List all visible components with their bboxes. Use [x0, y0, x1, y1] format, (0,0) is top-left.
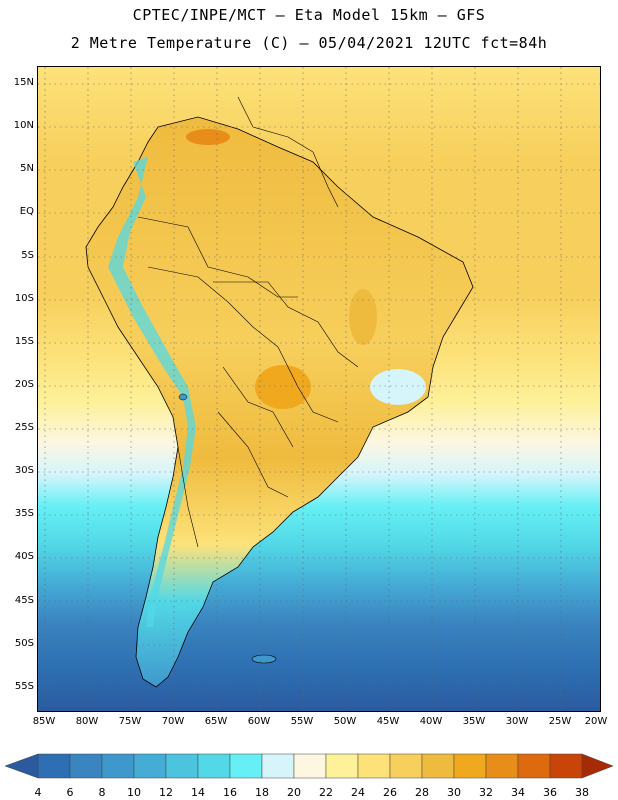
lon-label: 25W [548, 716, 572, 727]
lon-label: 20W [584, 716, 608, 727]
colorbar-label: 12 [159, 786, 173, 799]
temperature-colorbar [4, 753, 614, 779]
colorbar-cell [197, 753, 231, 779]
colorbar-cell [485, 753, 519, 779]
colorbar-cell [421, 753, 455, 779]
lon-label: 30W [505, 716, 529, 727]
colorbar-label: 36 [543, 786, 557, 799]
chart-title-line-1: CPTEC/INPE/MCT – Eta Model 15km – GFS [132, 6, 486, 24]
lon-label: 85W [32, 716, 56, 727]
colorbar-label: 30 [447, 786, 461, 799]
colorbar-cell [389, 753, 423, 779]
lat-label: 25S [14, 422, 34, 433]
graticule [38, 67, 600, 711]
colorbar-label: 10 [127, 786, 141, 799]
colorbar-label: 18 [255, 786, 269, 799]
colorbar-cell [549, 753, 583, 779]
colorbar-cell [37, 753, 71, 779]
colorbar-cell [229, 753, 263, 779]
colorbar-cell [357, 753, 391, 779]
chart-title-line-2: 2 Metre Temperature (C) – 05/04/2021 12U… [70, 34, 548, 52]
colorbar-cell [165, 753, 199, 779]
colorbar-cell [293, 753, 327, 779]
lon-label: 65W [204, 716, 228, 727]
lake-titicaca [178, 393, 188, 401]
lat-label: EQ [19, 206, 34, 217]
country-borders [137, 96, 359, 548]
lat-label: 30S [14, 465, 34, 476]
colorbar-label: 8 [98, 786, 106, 799]
temperature-map [38, 67, 600, 711]
lon-label: 35W [462, 716, 486, 727]
colorbar-label: 6 [66, 786, 74, 799]
colorbar-label: 24 [351, 786, 365, 799]
lat-label: 40S [14, 551, 34, 562]
colorbar-label: 34 [511, 786, 525, 799]
colorbar-cell [133, 753, 167, 779]
colorbar-cells [37, 753, 583, 779]
lat-label: 5S [21, 250, 34, 261]
colorbar-cell [101, 753, 135, 779]
colorbar-label: 38 [575, 786, 589, 799]
lat-label: 15N [13, 77, 34, 88]
lon-label: 75W [118, 716, 142, 727]
colorbar-cell [261, 753, 295, 779]
andes-cold-band [108, 157, 196, 627]
lat-label: 10N [13, 120, 34, 131]
lat-label: 15S [14, 336, 34, 347]
lon-label: 80W [75, 716, 99, 727]
colorbar-label: 22 [319, 786, 333, 799]
southeast-cool-region [370, 369, 426, 405]
colorbar-label: 26 [383, 786, 397, 799]
colorbar-label: 28 [415, 786, 429, 799]
colorbar-cell [69, 753, 103, 779]
lat-label: 55S [14, 681, 34, 692]
colorbar-label: 32 [479, 786, 493, 799]
lon-label: 40W [419, 716, 443, 727]
lon-label: 60W [247, 716, 271, 727]
lat-label: 5N [20, 163, 34, 174]
colorbar-cell [517, 753, 551, 779]
tocantins-warm-region [349, 289, 377, 345]
lon-label: 55W [290, 716, 314, 727]
lat-label: 35S [14, 508, 34, 519]
lat-label: 50S [14, 638, 34, 649]
lat-label: 20S [14, 379, 34, 390]
colorbar-cell [325, 753, 359, 779]
colorbar-label: 16 [223, 786, 237, 799]
falkland-islands [251, 654, 277, 664]
lat-label: 10S [14, 293, 34, 304]
colorbar-label: 20 [287, 786, 301, 799]
lon-label: 50W [333, 716, 357, 727]
pantanal-hot-region [255, 365, 311, 409]
lon-label: 45W [376, 716, 400, 727]
lon-label: 70W [161, 716, 185, 727]
colorbar-high-arrow [581, 753, 614, 779]
colorbar-label: 4 [34, 786, 42, 799]
map-plot-area [37, 66, 601, 712]
lat-label: 45S [14, 595, 34, 606]
caribbean-hot-region [186, 129, 230, 145]
colorbar-cell [453, 753, 487, 779]
colorbar-label: 14 [191, 786, 205, 799]
colorbar-low-arrow [4, 753, 39, 779]
